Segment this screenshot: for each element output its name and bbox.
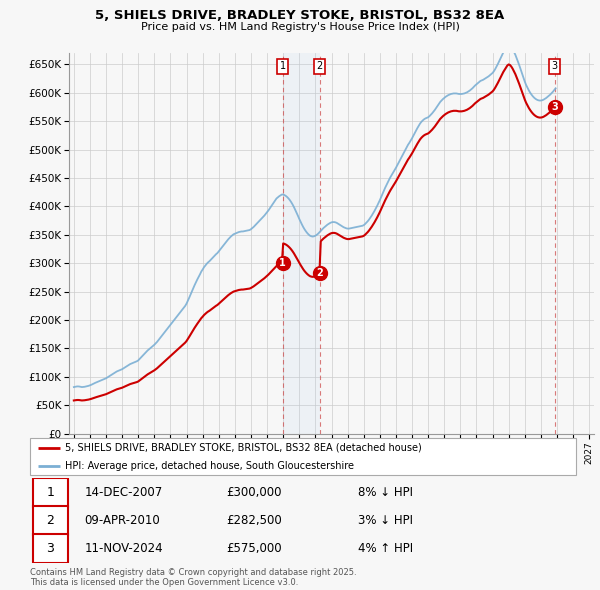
Text: 3% ↓ HPI: 3% ↓ HPI (358, 514, 413, 527)
FancyBboxPatch shape (30, 438, 576, 475)
Text: Price paid vs. HM Land Registry's House Price Index (HPI): Price paid vs. HM Land Registry's House … (140, 22, 460, 32)
Text: Contains HM Land Registry data © Crown copyright and database right 2025.
This d: Contains HM Land Registry data © Crown c… (30, 568, 356, 587)
Text: £300,000: £300,000 (227, 486, 282, 499)
Text: £575,000: £575,000 (227, 542, 282, 555)
Text: 3: 3 (46, 542, 54, 555)
Bar (283, 53, 320, 434)
Text: 2: 2 (316, 268, 323, 278)
FancyBboxPatch shape (33, 535, 68, 563)
Text: £282,500: £282,500 (227, 514, 283, 527)
Text: 1: 1 (46, 486, 54, 499)
Text: 3: 3 (551, 61, 558, 71)
Text: 2: 2 (46, 514, 54, 527)
Text: 09-APR-2010: 09-APR-2010 (85, 514, 160, 527)
FancyBboxPatch shape (33, 506, 68, 535)
Text: 8% ↓ HPI: 8% ↓ HPI (358, 486, 413, 499)
Text: 2: 2 (317, 61, 323, 71)
Text: 14-DEC-2007: 14-DEC-2007 (85, 486, 163, 499)
Text: 1: 1 (280, 61, 286, 71)
Text: 5, SHIELS DRIVE, BRADLEY STOKE, BRISTOL, BS32 8EA (detached house): 5, SHIELS DRIVE, BRADLEY STOKE, BRISTOL,… (65, 442, 422, 453)
FancyBboxPatch shape (33, 478, 68, 507)
Text: 11-NOV-2024: 11-NOV-2024 (85, 542, 163, 555)
Text: 4% ↑ HPI: 4% ↑ HPI (358, 542, 413, 555)
Text: 1: 1 (279, 258, 286, 268)
Text: HPI: Average price, detached house, South Gloucestershire: HPI: Average price, detached house, Sout… (65, 461, 355, 471)
Text: 5, SHIELS DRIVE, BRADLEY STOKE, BRISTOL, BS32 8EA: 5, SHIELS DRIVE, BRADLEY STOKE, BRISTOL,… (95, 9, 505, 22)
Text: 3: 3 (551, 102, 558, 112)
